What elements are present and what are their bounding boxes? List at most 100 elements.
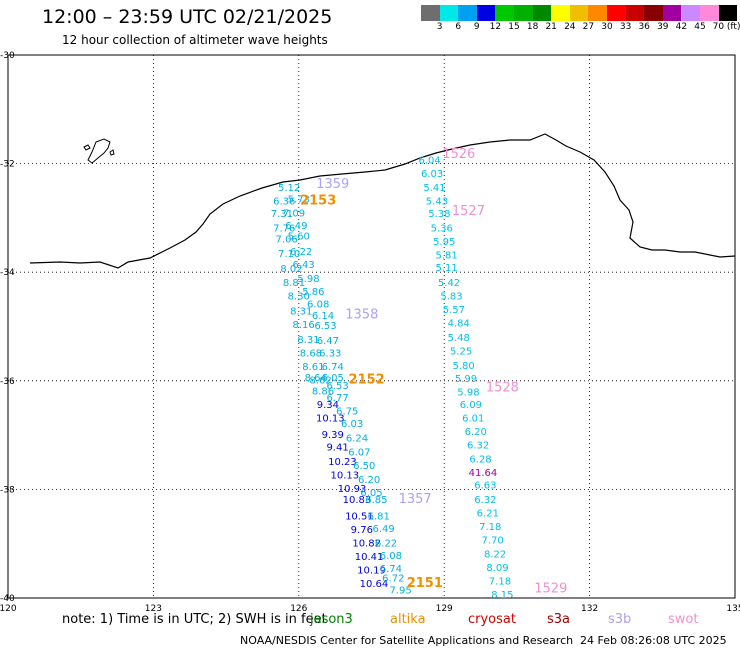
color-scale-label: 39 — [657, 22, 669, 32]
wave-height-label: 6.24 — [346, 434, 368, 445]
wave-height-label: 6.74 — [322, 362, 344, 373]
pass-number-label: 2152 — [349, 373, 385, 388]
wave-height-label: 5.86 — [302, 287, 324, 298]
satellite-legend-s3a: s3a — [547, 612, 571, 627]
color-scale-label: 15 — [508, 22, 520, 32]
pass-number-label: 1527 — [452, 204, 485, 219]
wave-height-label: 6.04 — [419, 156, 441, 167]
wave-height-label: 7.70 — [482, 536, 504, 547]
satellite-legend-cryosat: cryosat — [468, 612, 516, 627]
wave-height-label: 5.83 — [440, 291, 462, 302]
wave-height-label: 6.21 — [477, 509, 499, 520]
wave-height-label: 6.09 — [460, 400, 482, 411]
pass-number-label: 1358 — [345, 307, 378, 322]
color-swatch — [439, 5, 459, 21]
color-swatch — [532, 5, 552, 21]
wave-height-label: 6.05 — [360, 488, 382, 499]
wave-height-label: 5.38 — [428, 209, 450, 220]
coastline — [29, 133, 736, 269]
wave-height-label: 5.73 — [288, 195, 310, 206]
wave-height-label: 8.16 — [293, 320, 315, 331]
wave-height-label: 6.63 — [474, 480, 496, 491]
map-title: 12:00 – 23:59 UTC 02/21/2025 — [42, 6, 333, 28]
wave-height-label: 41.64 — [469, 468, 498, 479]
wave-height-label: 8.86 — [312, 386, 334, 397]
wave-height-label: 10.13 — [331, 471, 360, 482]
color-swatch — [495, 5, 514, 21]
pass-number-label: 2153 — [300, 193, 336, 208]
satellite-legend-s3b: s3b — [608, 612, 632, 627]
wave-height-label: 8.31 — [290, 307, 312, 318]
color-swatch — [644, 5, 663, 21]
lat-tick-label: -30 — [0, 51, 15, 61]
lon-tick-label: 129 — [436, 604, 453, 614]
units-note: note: 1) Time is in UTC; 2) SWH is in fe… — [62, 612, 327, 627]
color-swatch — [421, 5, 440, 21]
wave-height-label: 10.93 — [338, 484, 367, 495]
wave-height-label: 6.03 — [421, 169, 443, 180]
wave-height-label: 7.18 — [479, 522, 501, 533]
wave-height-label: 10.19 — [357, 566, 386, 577]
map-frame — [7, 54, 736, 599]
satellite-legend-swot: swot — [668, 612, 699, 627]
wave-height-label: 6.85 — [365, 495, 387, 506]
wave-height-label: 9.41 — [326, 442, 348, 453]
color-scale-bar — [421, 5, 738, 21]
wave-height-label: 5.81 — [435, 251, 457, 262]
wave-height-label: 8.64 — [305, 373, 327, 384]
wave-height-label: 5.98 — [457, 387, 479, 398]
altimeter-tracks: 5.125.736.367.097.316.497.765.607.066.22… — [271, 156, 514, 601]
wave-height-label: 6.20 — [465, 427, 487, 438]
wave-height-label: 6.28 — [469, 454, 491, 465]
satellite-legend-jason3: jason3 — [310, 612, 353, 627]
pass-number-label: 1359 — [316, 177, 349, 192]
color-swatch — [606, 5, 626, 21]
wave-height-label: 5.12 — [278, 183, 300, 194]
wave-height-label: 5.48 — [448, 333, 470, 344]
track-west: 5.125.736.367.097.316.497.765.607.06 6.22… — [271, 183, 349, 404]
wave-height-label: 7.10 — [278, 249, 300, 260]
color-scale-label: 12 — [489, 22, 502, 32]
wave-height-label: 8.81 — [283, 278, 305, 289]
wave-height-label: 6.07 — [348, 448, 370, 459]
color-swatch — [569, 5, 589, 21]
color-scale-label: 3 — [436, 22, 443, 32]
wave-height-label: 5.43 — [426, 196, 448, 207]
wave-height-label: 8.61 — [302, 362, 324, 373]
color-swatch — [551, 5, 570, 21]
wave-height-label: 6.14 — [312, 311, 334, 322]
footer-timestamp: 24 Feb 08:26:08 UTC 2025 — [580, 634, 727, 647]
color-scale-label: 33 — [619, 22, 632, 32]
lon-tick-label: 123 — [145, 604, 162, 614]
wave-height-label: 6.81 — [368, 511, 390, 522]
wave-height-label: 6.22 — [290, 247, 312, 258]
wave-height-label: 6.20 — [358, 475, 380, 486]
wave-height-label: 6.49 — [372, 524, 394, 535]
wave-height-label: 5.99 — [455, 374, 477, 385]
color-scale-label: 42 — [675, 22, 688, 32]
footer-organization: NOAA/NESDIS Center for Satellite Applica… — [240, 634, 574, 647]
color-scale-labels: 3 6 9 12 15 18 21 24 27 30 33 36 39 42 45 70 (ft) — [421, 22, 740, 34]
axis-ticks: 120 123 126 129 132 135 -30 -32 -34 -36 -38 -40 — [0, 51, 740, 614]
wave-height-label: 8.31 — [297, 335, 319, 346]
wave-height-label: 6.50 — [353, 461, 375, 472]
wave-height-label: 5.60 — [288, 232, 310, 243]
color-swatch — [588, 5, 607, 21]
wave-height-label: 6.32 — [467, 441, 489, 452]
wave-height-label: 7.09 — [283, 208, 305, 219]
color-scale-label: 45 — [694, 22, 706, 32]
color-swatch — [681, 5, 700, 21]
wave-height-label: 6.49 — [285, 221, 307, 232]
wave-height-label: 8.02 — [280, 264, 302, 275]
color-swatch — [718, 5, 738, 21]
color-swatch — [625, 5, 645, 21]
wave-height-label: 6.32 — [474, 495, 496, 506]
wave-height-label: 6.75 — [336, 406, 358, 417]
lon-tick-label: 132 — [581, 604, 598, 614]
pass-number-label: 2151 — [407, 576, 443, 591]
wave-height-label: 6.77 — [326, 393, 348, 404]
island-small — [83, 144, 91, 151]
wave-height-label: 6.74 — [380, 564, 402, 575]
map-subtitle: 12 hour collection of altimeter wave hei… — [62, 33, 328, 47]
